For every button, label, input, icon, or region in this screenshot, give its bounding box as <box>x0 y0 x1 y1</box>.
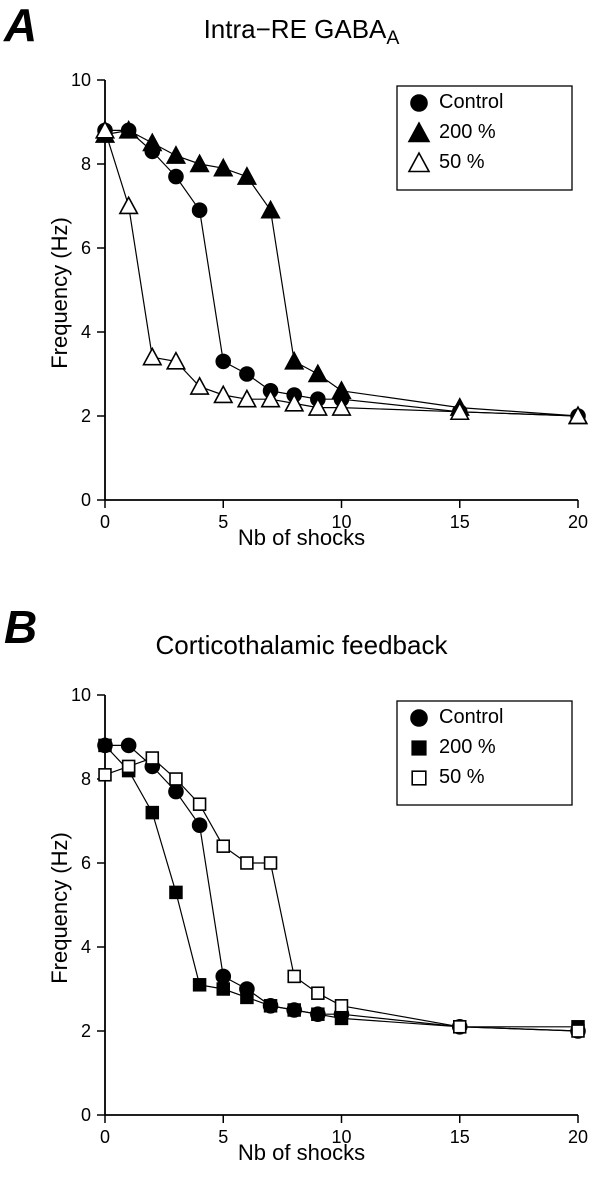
svg-text:10: 10 <box>71 70 91 90</box>
panel-b-title: Corticothalamic feedback <box>0 630 603 661</box>
page: { "panelA": { "letter": "A", "letter_fon… <box>0 0 603 1199</box>
svg-text:6: 6 <box>81 238 91 258</box>
svg-text:Control: Control <box>439 91 503 113</box>
panel-a-wrap: Intra−RE GABAA Frequency (Hz) 0510152002… <box>0 0 603 600</box>
svg-text:2: 2 <box>81 1021 91 1041</box>
panel-a-title: Intra−RE GABAA <box>0 14 603 50</box>
svg-text:50 %: 50 % <box>439 151 485 173</box>
svg-text:8: 8 <box>81 154 91 174</box>
panel-b-chart: 051015200246810Control 200 % 50 % <box>0 670 603 1190</box>
svg-text:50 %: 50 % <box>439 766 485 788</box>
panel-a-title-prefix: Intra−RE GABA <box>204 14 387 44</box>
panel-b-wrap: Corticothalamic feedback Frequency (Hz) … <box>0 600 603 1200</box>
svg-text:0: 0 <box>81 490 91 510</box>
panel-b-xlabel: Nb of shocks <box>0 1140 603 1166</box>
panel-a-title-sub: A <box>386 27 399 49</box>
svg-text:0: 0 <box>81 1105 91 1125</box>
svg-text:6: 6 <box>81 853 91 873</box>
panel-a-xlabel: Nb of shocks <box>0 525 603 551</box>
svg-text:4: 4 <box>81 937 91 957</box>
svg-text:10: 10 <box>71 685 91 705</box>
svg-text:4: 4 <box>81 322 91 342</box>
svg-text:8: 8 <box>81 769 91 789</box>
svg-text:2: 2 <box>81 406 91 426</box>
svg-text:200 %: 200 % <box>439 121 496 143</box>
svg-text:200 %: 200 % <box>439 736 496 758</box>
svg-text:Control: Control <box>439 706 503 728</box>
panel-a-chart: 051015200246810Control 200 % 50 % <box>0 55 603 575</box>
